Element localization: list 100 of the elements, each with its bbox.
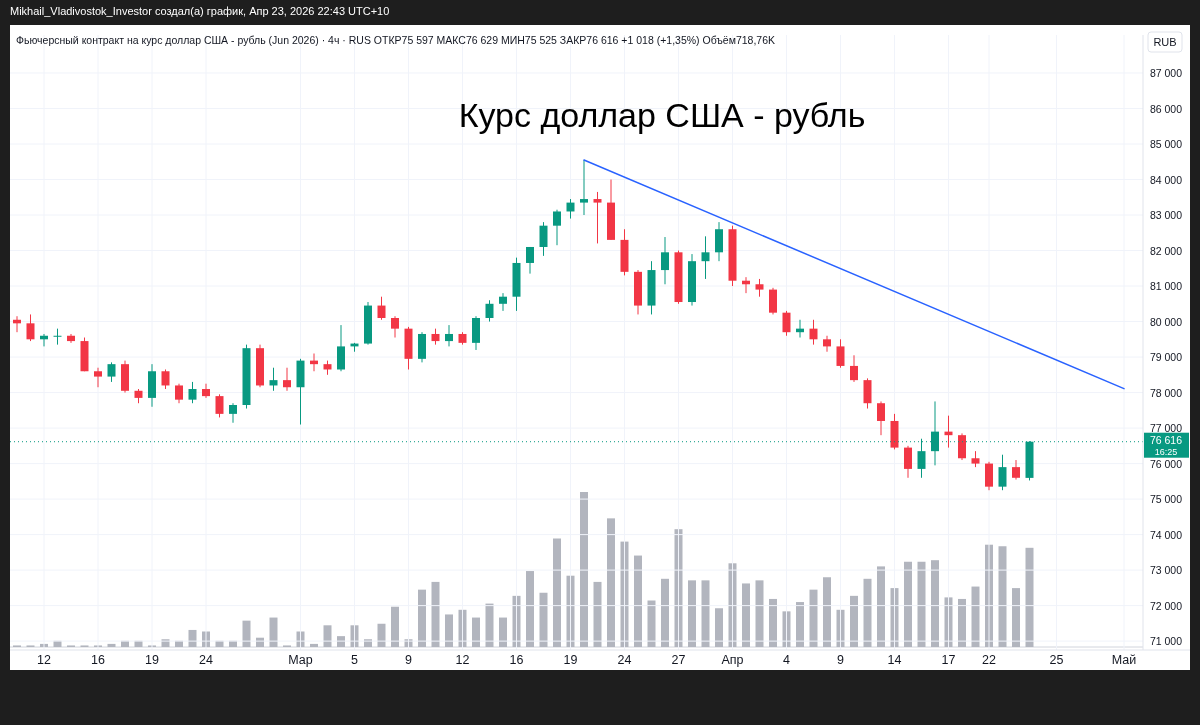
y-tick-label: 85 000 xyxy=(1149,138,1183,151)
candlestick xyxy=(593,191,602,244)
bar xyxy=(580,492,588,647)
bar xyxy=(971,586,980,647)
candlestick xyxy=(566,198,575,220)
bar xyxy=(472,617,480,647)
y-tick-label: 86 000 xyxy=(1149,102,1183,115)
bar xyxy=(418,589,426,647)
candlestick xyxy=(985,461,993,491)
y-tick-label: 81 000 xyxy=(1149,280,1183,293)
bar xyxy=(593,581,602,647)
candlestick xyxy=(445,324,453,347)
x-tick-label: Мар xyxy=(288,653,313,667)
bar xyxy=(310,643,318,647)
candlestick xyxy=(391,315,399,339)
candlestick xyxy=(337,324,345,372)
candlestick xyxy=(26,313,35,342)
candlestick xyxy=(998,454,1007,491)
y-tick-label: 73 000 xyxy=(1149,564,1183,577)
bar xyxy=(445,614,453,647)
text: Курс доллар США - рубль xyxy=(458,96,866,134)
y-tick-label: 80 000 xyxy=(1149,315,1183,328)
chart-subtitle: Фьючерсный контракт на курс доллар США - рубль (Jun 2026) · 4ч · RUS ОТКР75 597 МАКС76 629 МИН75 525 ЗАКР76 616 +1 018 (+1,35%) Объём718,76K xyxy=(16,34,776,46)
bar xyxy=(269,617,278,647)
bar xyxy=(742,583,750,647)
bar xyxy=(904,561,912,647)
candlestick xyxy=(850,354,858,383)
x-tick-label: 9 xyxy=(405,653,413,667)
candlestick xyxy=(107,361,116,383)
bar xyxy=(823,577,831,647)
candlestick xyxy=(215,393,224,418)
candlestick xyxy=(904,445,912,479)
bar xyxy=(323,625,332,647)
x-tick-label: Май xyxy=(1111,653,1137,667)
candlestick xyxy=(539,221,548,257)
candlestick xyxy=(701,235,710,280)
x-tick-label: 27 xyxy=(671,653,686,667)
candlestick xyxy=(877,400,885,436)
candlestick xyxy=(823,335,831,353)
bar xyxy=(634,555,642,647)
bar xyxy=(917,561,926,647)
bar xyxy=(377,623,386,647)
candlestick xyxy=(782,310,791,337)
bar xyxy=(715,608,723,647)
ref-line-label: 76 616 xyxy=(1149,433,1183,446)
y-tick-label: 75 000 xyxy=(1149,493,1183,506)
candlestick xyxy=(553,209,561,246)
text: Mikhail_Vladivostok_Investor создал(а) график, Апр 23, 2026 22:43 UTC+10 xyxy=(10,5,390,17)
bar xyxy=(1025,547,1034,647)
bar xyxy=(958,598,966,647)
x-tick-label: 16 xyxy=(509,653,524,667)
bar xyxy=(553,538,561,647)
bar xyxy=(850,595,858,647)
y-tick-label: 82 000 xyxy=(1149,244,1183,257)
candlestick xyxy=(499,292,507,312)
bar xyxy=(485,603,494,647)
candlestick xyxy=(809,319,818,346)
bar xyxy=(107,643,116,647)
candlestick xyxy=(94,367,102,388)
candlestick xyxy=(836,338,845,369)
y-tick-label: 76 000 xyxy=(1149,457,1183,470)
candlestick xyxy=(715,221,723,262)
x-tick-label: 12 xyxy=(37,653,51,667)
x-tick-label: 4 xyxy=(783,653,791,667)
bar xyxy=(499,617,507,647)
candlestick xyxy=(188,381,197,404)
candlestick xyxy=(283,367,291,392)
candlestick xyxy=(580,159,588,216)
bar xyxy=(863,578,872,647)
bar xyxy=(391,606,399,647)
bar xyxy=(607,518,615,647)
x-tick-label: 24 xyxy=(199,653,213,667)
x-tick-label: 17 xyxy=(941,653,956,667)
candlestick xyxy=(661,236,669,285)
bar xyxy=(877,566,885,647)
text: RUB xyxy=(1153,36,1177,48)
x-tick-label: 24 xyxy=(617,653,632,667)
y-tick-label: 77 000 xyxy=(1149,422,1183,435)
bar xyxy=(688,580,696,647)
bar xyxy=(1012,588,1020,647)
y-tick-label: 79 000 xyxy=(1149,351,1183,364)
x-tick-label: 19 xyxy=(145,653,159,667)
candlestick xyxy=(377,296,386,321)
text: 16:25 xyxy=(1154,446,1178,457)
x-tick-label: Апр xyxy=(721,653,744,667)
candlestick xyxy=(526,246,534,275)
bar xyxy=(526,571,534,647)
y-tick-label: 78 000 xyxy=(1149,386,1183,399)
bar xyxy=(755,580,764,647)
bar xyxy=(769,598,777,647)
candlestick xyxy=(161,368,170,390)
bar xyxy=(539,592,548,647)
bar xyxy=(796,602,804,647)
x-tick-label: 16 xyxy=(91,653,105,667)
y-tick-label: 83 000 xyxy=(1149,209,1183,222)
y-tick-label: 71 000 xyxy=(1149,635,1183,648)
candlestick xyxy=(202,383,210,399)
candlestick xyxy=(229,402,237,424)
x-tick-label: 9 xyxy=(837,653,845,667)
x-tick-label: 14 xyxy=(887,653,902,667)
